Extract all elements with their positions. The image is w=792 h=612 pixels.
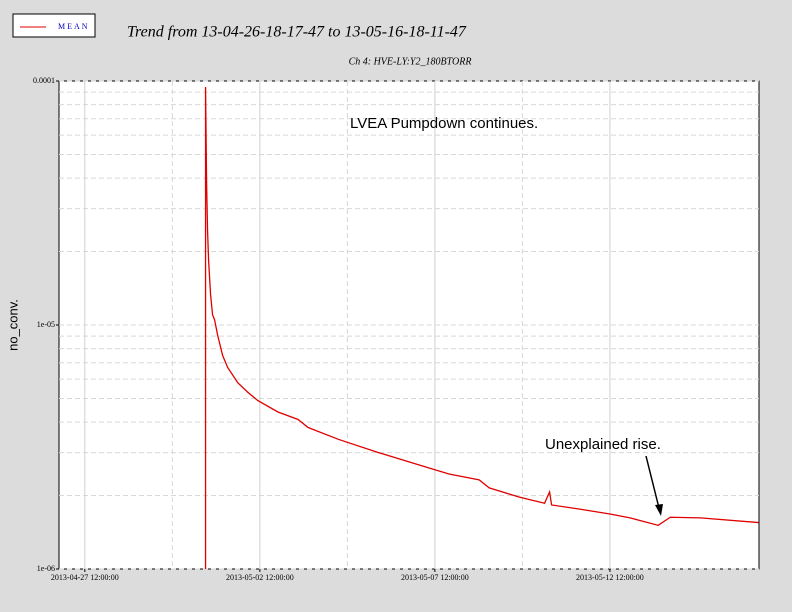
plot-area bbox=[58, 80, 760, 570]
legend-box bbox=[12, 13, 96, 38]
y-tick-label: 1e-05 bbox=[37, 320, 55, 329]
chart-subtitle: Ch 4: HVE-LY:Y2_180BTORR bbox=[349, 56, 472, 67]
y-tick-label: 1e-06 bbox=[37, 564, 55, 573]
annotation: LVEA Pumpdown continues. bbox=[350, 115, 538, 132]
annotation-arrow bbox=[645, 455, 660, 509]
y-axis-label: no_conv. bbox=[5, 299, 20, 351]
annotation: Unexplained rise. bbox=[545, 436, 661, 453]
marks bbox=[204, 86, 759, 569]
x-tick-label: 2013-04-27 12:00:00 bbox=[51, 573, 119, 582]
x-tick-label: 2013-05-07 12:00:00 bbox=[401, 573, 469, 582]
x-tick-label: 2013-05-12 12:00:00 bbox=[576, 573, 644, 582]
y-tick-label: 0.0001 bbox=[33, 76, 55, 85]
grid bbox=[59, 80, 759, 570]
x-tick-label: 2013-05-02 12:00:00 bbox=[226, 573, 294, 582]
arrow-head bbox=[655, 504, 663, 516]
legend-label: MEAN bbox=[58, 22, 90, 31]
series-line bbox=[204, 86, 759, 569]
chart-title: Trend from 13-04-26-18-17-47 to 13-05-16… bbox=[127, 24, 467, 41]
